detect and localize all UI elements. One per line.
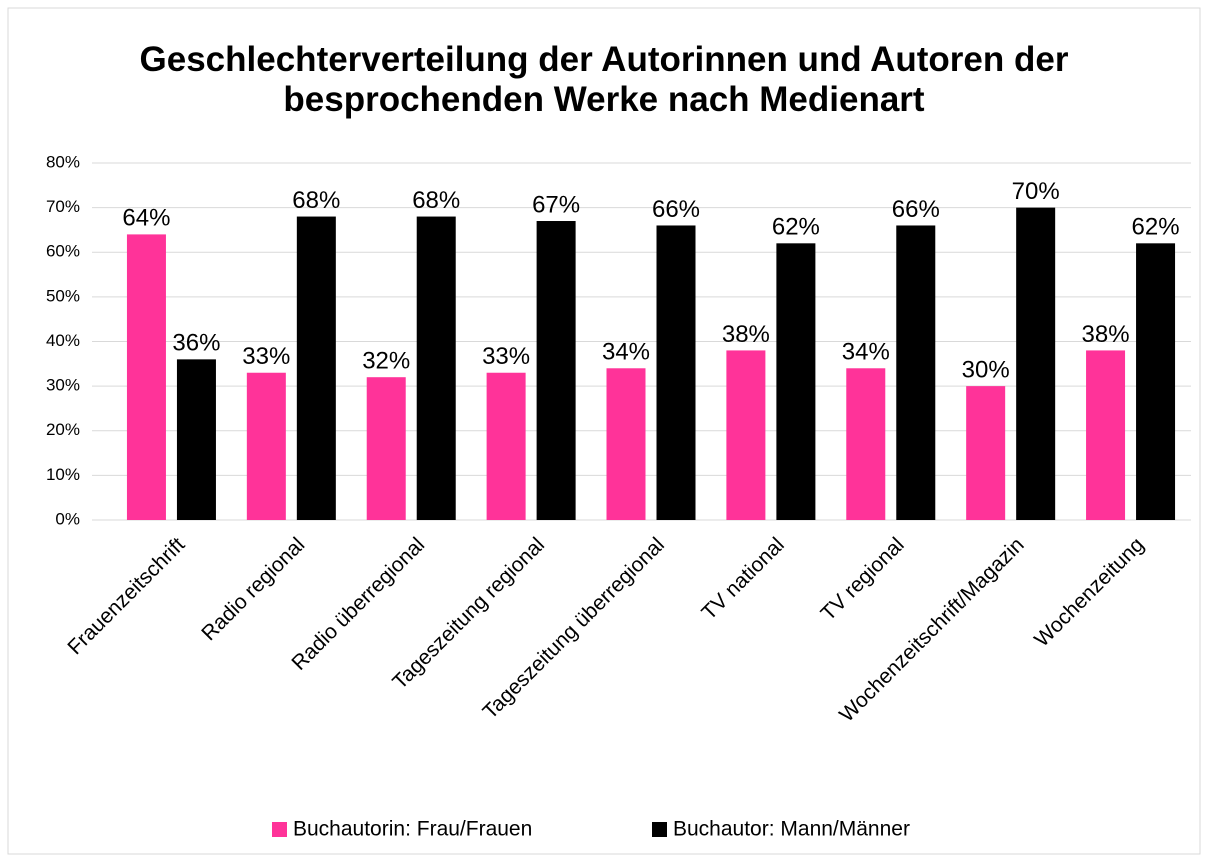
value-label: 68% xyxy=(412,187,460,214)
value-label: 36% xyxy=(172,330,220,357)
y-tick-label: 30% xyxy=(46,376,80,395)
y-tick-label: 20% xyxy=(46,420,80,439)
value-label: 38% xyxy=(722,321,770,348)
legend-label: Buchautorin: Frau/Frauen xyxy=(293,818,532,841)
y-tick-label: 10% xyxy=(46,465,80,484)
value-label: 33% xyxy=(482,343,530,370)
legend-label: Buchautor: Mann/Männer xyxy=(673,818,910,841)
legend-swatch xyxy=(652,822,667,837)
bar xyxy=(486,372,526,520)
value-label: 38% xyxy=(1082,321,1130,348)
bar xyxy=(296,216,336,521)
bar xyxy=(366,377,406,520)
y-tick-label: 70% xyxy=(46,197,80,216)
y-tick-label: 40% xyxy=(46,331,80,350)
bar xyxy=(776,243,816,520)
bar xyxy=(656,225,696,520)
bar xyxy=(246,372,286,520)
value-label: 32% xyxy=(362,348,410,375)
bar xyxy=(536,221,576,520)
value-label: 66% xyxy=(652,196,700,223)
bar xyxy=(896,225,936,520)
y-tick-label: 50% xyxy=(46,286,80,305)
value-label: 30% xyxy=(962,356,1010,383)
value-label: 62% xyxy=(772,214,820,241)
bar xyxy=(176,359,216,520)
bar xyxy=(126,234,166,520)
bar xyxy=(1086,350,1126,520)
bar xyxy=(606,368,646,520)
y-tick-label: 60% xyxy=(46,242,80,261)
value-label: 68% xyxy=(292,187,340,214)
value-label: 70% xyxy=(1012,178,1060,205)
bar xyxy=(1016,207,1056,520)
bar xyxy=(966,386,1006,520)
bar xyxy=(726,350,766,520)
bar xyxy=(846,368,886,520)
bar xyxy=(1136,243,1176,520)
value-label: 64% xyxy=(122,205,170,232)
value-label: 34% xyxy=(842,339,890,366)
legend-swatch xyxy=(272,822,287,837)
value-label: 66% xyxy=(892,196,940,223)
value-label: 67% xyxy=(532,191,580,218)
value-label: 33% xyxy=(242,343,290,370)
y-tick-label: 80% xyxy=(46,152,80,171)
chart-title: Geschlechterverteilung der Autorinnen un… xyxy=(139,40,1069,119)
y-tick-label: 0% xyxy=(55,509,80,528)
bar xyxy=(416,216,456,521)
value-label: 62% xyxy=(1132,214,1180,241)
value-label: 34% xyxy=(602,339,650,366)
